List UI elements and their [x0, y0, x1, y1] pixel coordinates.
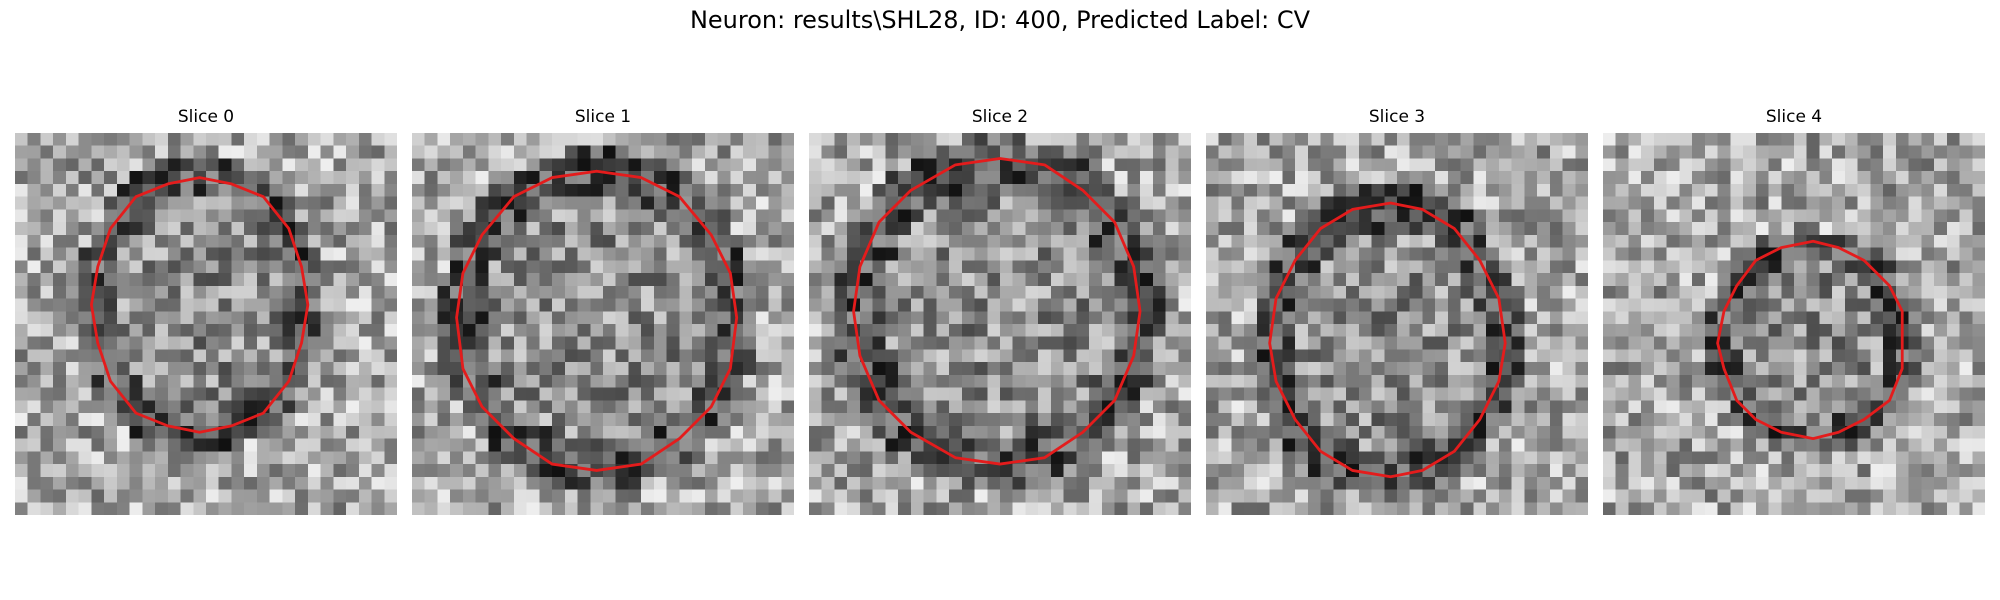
slice-panel-3: Slice 3 — [1206, 107, 1588, 515]
figure-title: Neuron: results\SHL28, ID: 400, Predicte… — [689, 6, 1311, 34]
contour-outline — [455, 169, 739, 472]
slice-title-3: Slice 3 — [1368, 107, 1426, 127]
slice-panel-1: Slice 1 — [412, 107, 794, 515]
contour-outline — [852, 157, 1142, 466]
slice-title-4: Slice 4 — [1765, 107, 1823, 127]
contour-outline — [1716, 239, 1904, 441]
slice-title-0: Slice 0 — [177, 107, 235, 127]
slice-panel-2: Slice 2 — [809, 107, 1191, 515]
slice-image-1 — [412, 133, 794, 515]
contour-outline — [1268, 201, 1507, 479]
slice-image-4 — [1603, 133, 1985, 515]
contour-outline — [89, 176, 310, 434]
slice-panel-0: Slice 0 — [15, 107, 397, 515]
slice-image-0 — [15, 133, 397, 515]
slice-image-2 — [809, 133, 1191, 515]
slice-image-3 — [1206, 133, 1588, 515]
slice-panel-4: Slice 4 — [1603, 107, 1985, 515]
slice-title-1: Slice 1 — [574, 107, 632, 127]
slice-title-2: Slice 2 — [971, 107, 1029, 127]
